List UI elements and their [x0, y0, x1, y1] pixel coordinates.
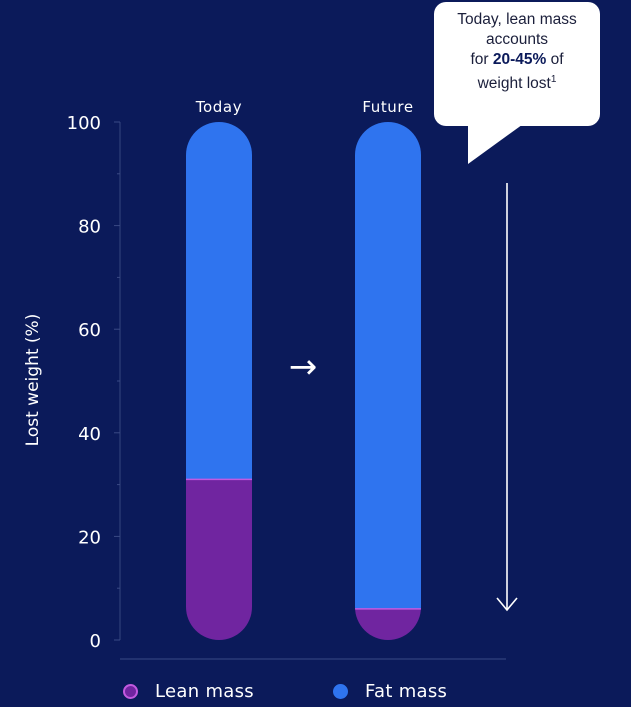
- legend-item-fat-mass: Fat mass: [333, 681, 447, 702]
- bar-lean-mass-future: [355, 608, 421, 640]
- fat-mass-swatch-icon: [333, 684, 348, 699]
- bar-fat-mass-today: [186, 122, 252, 480]
- bar-group-future: [355, 122, 421, 640]
- y-axis-label: Lost weight (%): [23, 314, 43, 447]
- y-tick-label: 40: [78, 424, 101, 445]
- y-tick-label: 100: [67, 113, 101, 134]
- y-tick-label: 20: [78, 527, 101, 548]
- bar-fat-mass-future: [355, 122, 421, 609]
- bar-lean-mass-today: [186, 479, 252, 640]
- callout-bubble: [434, 2, 600, 164]
- legend-label-fat-mass: Fat mass: [365, 681, 448, 702]
- y-tick-label: 80: [78, 217, 101, 238]
- callout-line-2: accounts: [485, 31, 549, 48]
- legend-item-lean-mass: Lean mass: [123, 681, 254, 702]
- lean-mass-swatch-icon: [123, 684, 138, 699]
- callout-line-4: weight lost1: [477, 74, 557, 93]
- transition-arrow-icon: →: [289, 347, 318, 387]
- legend-label-lean-mass: Lean mass: [155, 681, 254, 702]
- bar-group-today: [186, 122, 252, 640]
- category-label: Today: [195, 98, 242, 116]
- callout-highlight: 20-45%: [492, 51, 547, 68]
- chart-legend: Lean mass Fat mass: [0, 681, 631, 707]
- footnote-marker: 1: [550, 74, 557, 85]
- y-tick-label: 0: [90, 631, 101, 652]
- callout-text: Today, lean mass accounts for 20-45% of …: [434, 10, 600, 94]
- callout-line-1: Today, lean mass: [457, 11, 577, 28]
- y-tick-label: 60: [78, 320, 101, 341]
- scroll-down-arrow-icon: [496, 183, 518, 612]
- callout-line-3: for 20-45% of: [470, 51, 564, 68]
- category-label: Future: [362, 98, 413, 116]
